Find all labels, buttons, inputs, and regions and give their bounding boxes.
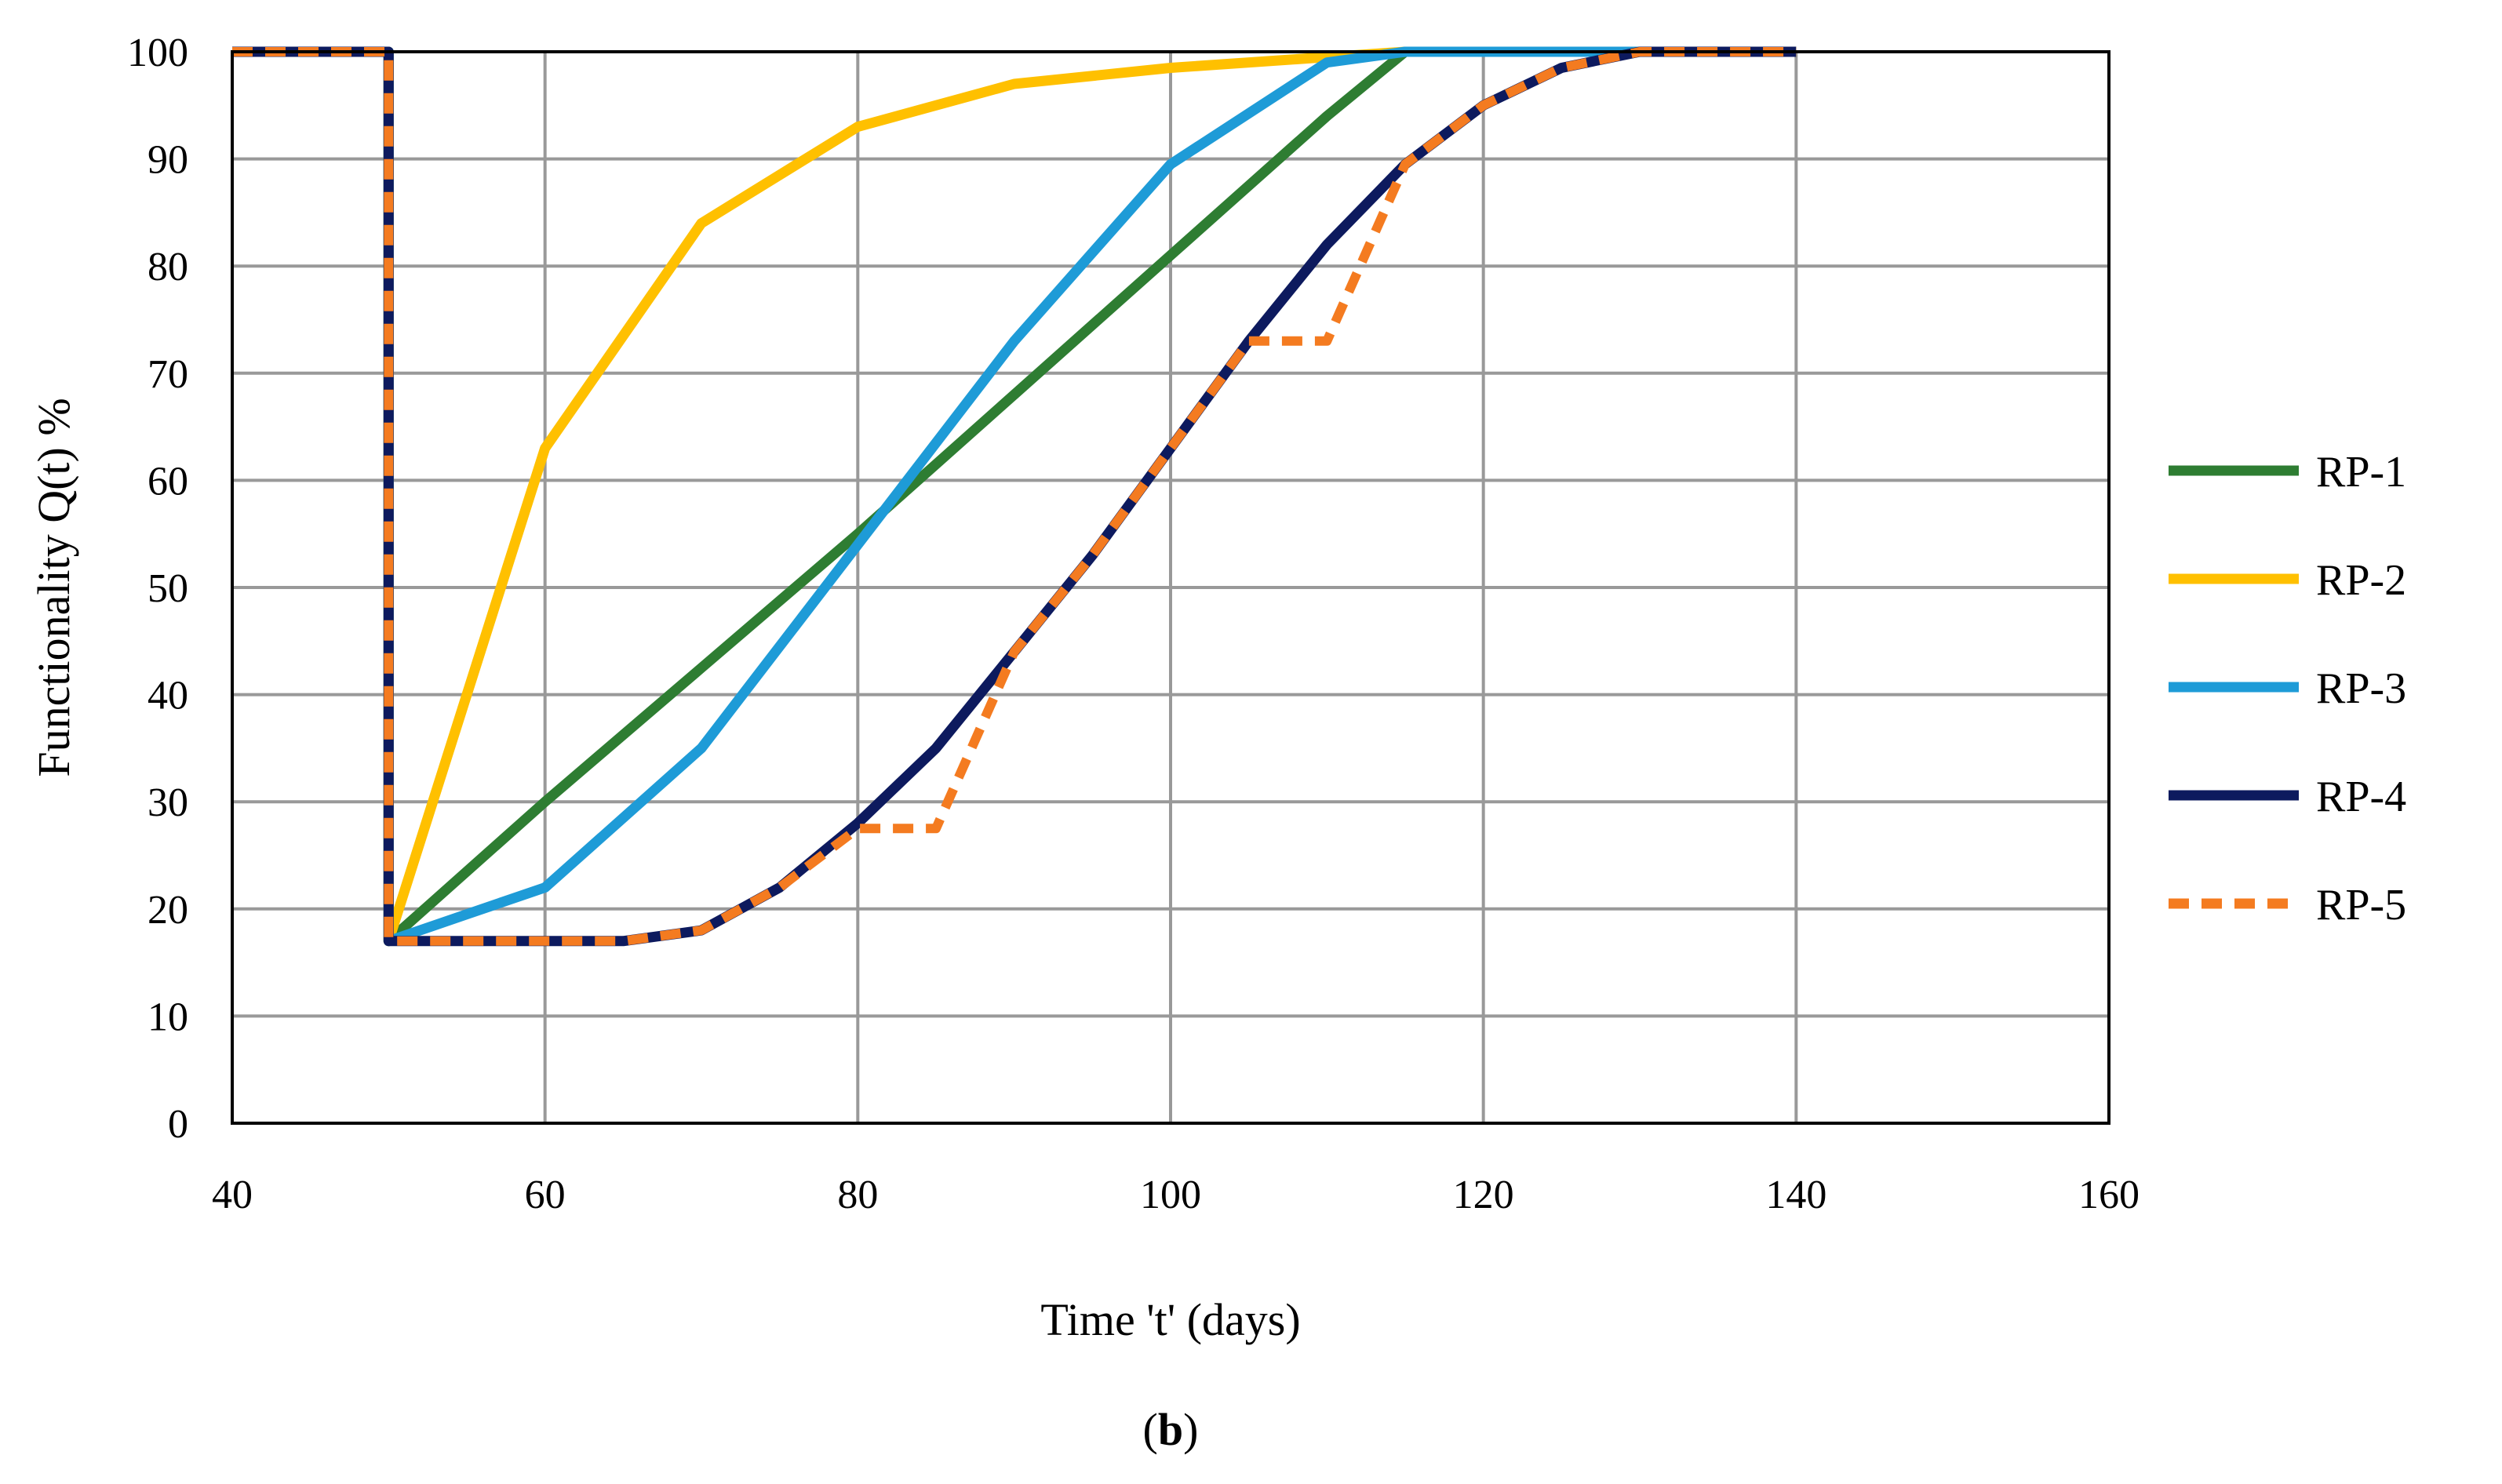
caption-close: ) [1183, 1404, 1198, 1455]
y-tick-label-70: 70 [147, 352, 188, 397]
y-tick-label-60: 60 [147, 459, 188, 504]
legend-label-rp-2: RP-2 [2316, 556, 2406, 605]
x-tick-label-140: 140 [1765, 1173, 1826, 1217]
y-tick-label-0: 0 [168, 1102, 188, 1147]
series-line-rp-5 [232, 47, 1797, 946]
x-tick-label-100: 100 [1140, 1173, 1201, 1217]
x-tick-label-40: 40 [212, 1173, 253, 1217]
y-axis-ticks: 0 10 20 30 40 50 60 70 80 90 100 [127, 31, 188, 1147]
legend-label-rp-3: RP-3 [2316, 664, 2406, 713]
y-tick-label-90: 90 [147, 138, 188, 183]
series-line-rp-4 [232, 46, 1797, 947]
x-tick-label-160: 160 [2078, 1173, 2140, 1217]
y-tick-label-100: 100 [127, 31, 188, 75]
y-tick-label-10: 10 [147, 995, 188, 1039]
y-axis-title: Functionality Q(t) % [28, 398, 79, 777]
series-line-rp-1 [232, 46, 1797, 947]
y-tick-label-30: 30 [147, 780, 188, 825]
figure-caption: (b) [1143, 1404, 1199, 1455]
y-tick-label-80: 80 [147, 245, 188, 289]
y-tick-label-40: 40 [147, 674, 188, 718]
grid [231, 50, 2110, 1125]
caption-label: b [1158, 1404, 1183, 1455]
y-tick-label-20: 20 [147, 888, 188, 933]
legend-label-rp-5: RP-5 [2316, 881, 2406, 929]
x-axis-ticks: 40 60 80 100 120 140 160 [212, 1173, 2140, 1217]
legend: RP-1 RP-2 RP-3 RP-4 RP-5 [2169, 448, 2406, 929]
y-tick-label-50: 50 [147, 566, 188, 611]
legend-label-rp-1: RP-1 [2316, 448, 2406, 496]
x-tick-label-120: 120 [1453, 1173, 1514, 1217]
series-line-rp-2 [232, 46, 1797, 947]
x-axis-title: Time 't' (days) [1040, 1294, 1300, 1345]
legend-label-rp-4: RP-4 [2316, 773, 2406, 821]
plot-frame [231, 50, 2110, 1125]
caption-open: ( [1143, 1404, 1158, 1455]
x-tick-label-60: 60 [525, 1173, 566, 1217]
series-group [232, 46, 1797, 947]
series-line-rp-3 [232, 46, 1797, 947]
x-tick-label-80: 80 [837, 1173, 878, 1217]
